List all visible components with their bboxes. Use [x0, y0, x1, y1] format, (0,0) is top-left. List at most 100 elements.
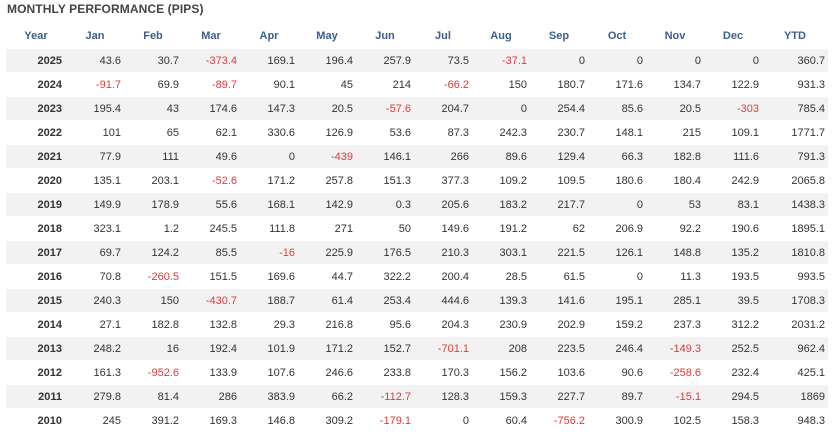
month-cell: 0: [588, 264, 646, 289]
column-header-jan: Jan: [66, 24, 124, 49]
month-cell: 202.9: [530, 312, 588, 337]
month-cell: 242.9: [704, 168, 762, 193]
year-cell: 2014: [6, 312, 66, 337]
month-cell: 149.6: [414, 216, 472, 241]
month-cell: 103.6: [530, 360, 588, 385]
year-cell: 2024: [6, 72, 66, 97]
month-cell: -91.7: [66, 72, 124, 97]
year-cell: 2025: [6, 48, 66, 73]
month-cell: -260.5: [124, 264, 182, 289]
column-header-dec: Dec: [704, 24, 762, 49]
month-cell: 214: [356, 72, 414, 97]
month-cell: 16: [124, 336, 182, 361]
month-cell: 0: [530, 48, 588, 73]
month-cell: 1.2: [124, 216, 182, 241]
monthly-performance-table: Year Jan Feb Mar Apr May Jun Jul Aug Sep Oct Nov Dec…: [6, 24, 828, 433]
month-cell: 377.3: [414, 168, 472, 193]
month-cell: 303.1: [472, 240, 530, 265]
month-cell: 150: [472, 72, 530, 97]
month-cell: 139.3: [472, 288, 530, 313]
month-cell: 383.9: [240, 384, 298, 409]
month-cell: 0: [472, 96, 530, 121]
month-cell: 147.3: [240, 96, 298, 121]
month-cell: 285.1: [646, 288, 704, 313]
month-cell: 171.2: [240, 168, 298, 193]
month-cell: 128.3: [414, 384, 472, 409]
month-cell: 60.4: [472, 408, 530, 433]
month-cell: 133.9: [182, 360, 240, 385]
month-cell: 73.5: [414, 48, 472, 73]
ytd-cell: 1895.1: [762, 216, 828, 241]
month-cell: 216.8: [298, 312, 356, 337]
month-cell: 159.2: [588, 312, 646, 337]
month-cell: 196.4: [298, 48, 356, 73]
month-cell: 193.5: [704, 264, 762, 289]
month-cell: 11.3: [646, 264, 704, 289]
column-header-aug: Aug: [472, 24, 530, 49]
month-cell: -952.6: [124, 360, 182, 385]
month-cell: 391.2: [124, 408, 182, 433]
year-cell: 2012: [6, 360, 66, 385]
month-cell: 0: [588, 48, 646, 73]
month-cell: 240.3: [66, 288, 124, 313]
month-cell: 134.7: [646, 72, 704, 97]
column-header-may: May: [298, 24, 356, 49]
month-cell: 44.7: [298, 264, 356, 289]
month-cell: 81.4: [124, 384, 182, 409]
table-row: 2012 161.3 -952.6 133.9 107.6 246.6 233.8 170.3…: [6, 360, 828, 385]
month-cell: 0: [704, 48, 762, 73]
month-cell: 208: [472, 336, 530, 361]
month-cell: 161.3: [66, 360, 124, 385]
table-row: 2010 245 391.2 169.3 146.8 309.2 -179.1 0 60.4 -7…: [6, 408, 828, 433]
month-cell: 29.3: [240, 312, 298, 337]
month-cell: 170.3: [414, 360, 472, 385]
month-cell: 195.4: [66, 96, 124, 121]
month-cell: 257.8: [298, 168, 356, 193]
month-cell: 159.3: [472, 384, 530, 409]
month-cell: 66.2: [298, 384, 356, 409]
month-cell: -303: [704, 96, 762, 121]
month-cell: -112.7: [356, 384, 414, 409]
month-cell: 49.6: [182, 144, 240, 169]
ytd-cell: 948.3: [762, 408, 828, 433]
table-row: 2018 323.1 1.2 245.5 111.8 271 50 149.6 191.2 62 2…: [6, 216, 828, 241]
month-cell: 183.2: [472, 192, 530, 217]
month-cell: 102.5: [646, 408, 704, 433]
table-row: 2015 240.3 150 -430.7 188.7 61.4 253.4 444.6 139…: [6, 288, 828, 313]
month-cell: 171.2: [298, 336, 356, 361]
month-cell: 232.4: [704, 360, 762, 385]
month-cell: 66.3: [588, 144, 646, 169]
month-cell: -439: [298, 144, 356, 169]
column-header-nov: Nov: [646, 24, 704, 49]
ytd-cell: 1771.7: [762, 120, 828, 145]
month-cell: 89.7: [588, 384, 646, 409]
month-cell: -37.1: [472, 48, 530, 73]
ytd-cell: 931.3: [762, 72, 828, 97]
month-cell: -179.1: [356, 408, 414, 433]
ytd-cell: 1708.3: [762, 288, 828, 313]
month-cell: 252.5: [704, 336, 762, 361]
month-cell: 148.1: [588, 120, 646, 145]
month-cell: 203.1: [124, 168, 182, 193]
month-cell: 95.6: [356, 312, 414, 337]
month-cell: -57.6: [356, 96, 414, 121]
column-header-feb: Feb: [124, 24, 182, 49]
month-cell: -373.4: [182, 48, 240, 73]
month-cell: 246.6: [298, 360, 356, 385]
month-cell: 0: [414, 408, 472, 433]
month-cell: 0.3: [356, 192, 414, 217]
column-header-oct: Oct: [588, 24, 646, 49]
month-cell: 168.1: [240, 192, 298, 217]
month-cell: 225.9: [298, 240, 356, 265]
month-cell: 101.9: [240, 336, 298, 361]
month-cell: 188.7: [240, 288, 298, 313]
month-cell: 65: [124, 120, 182, 145]
month-cell: 286: [182, 384, 240, 409]
month-cell: 206.9: [588, 216, 646, 241]
ytd-cell: 2065.8: [762, 168, 828, 193]
ytd-cell: 1438.3: [762, 192, 828, 217]
month-cell: 180.6: [588, 168, 646, 193]
month-cell: 126.9: [298, 120, 356, 145]
month-cell: 217.7: [530, 192, 588, 217]
month-cell: 111.8: [240, 216, 298, 241]
